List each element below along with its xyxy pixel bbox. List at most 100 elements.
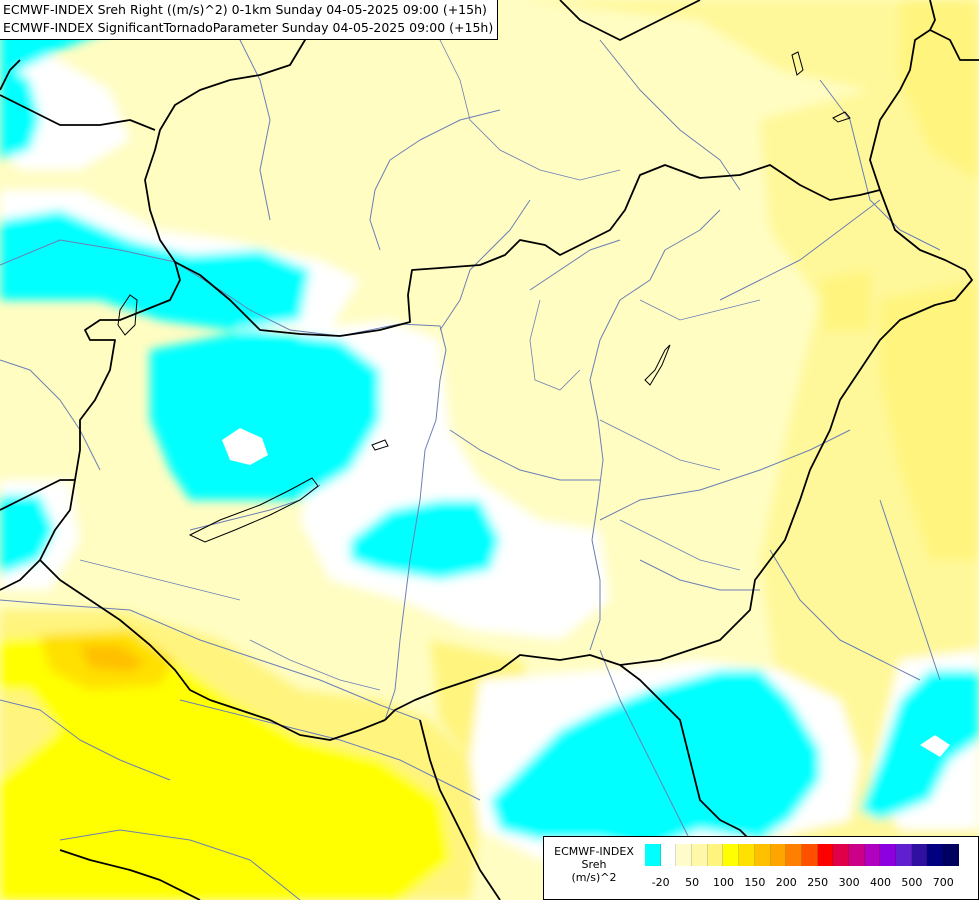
legend-swatch xyxy=(911,844,928,866)
legend-swatch xyxy=(848,844,865,866)
border-croatia-bosnia xyxy=(419,719,501,900)
lake-small-2 xyxy=(832,111,851,123)
field-cyan-east xyxy=(860,670,979,820)
river-hron xyxy=(439,199,531,331)
legend-swatch xyxy=(864,844,881,866)
border-slovenia xyxy=(0,559,41,591)
legend-tick-label: 50 xyxy=(685,876,700,889)
field-east-strong-3 xyxy=(820,270,870,330)
border-poland-slovakia xyxy=(559,0,701,41)
legend-swatch xyxy=(770,844,787,866)
title-line-2: ECMWF-INDEX SignificantTornadoParameter … xyxy=(3,20,494,35)
title-box: ECMWF-INDEX Sreh Right ((m/s)^2) 0-1km S… xyxy=(0,0,499,40)
field-cyan-left xyxy=(0,495,55,575)
title-line-1: ECMWF-INDEX Sreh Right ((m/s)^2) 0-1km S… xyxy=(3,2,487,17)
river-e1 xyxy=(769,549,921,681)
legend-swatch xyxy=(817,844,834,866)
lakes xyxy=(117,51,851,543)
river-somes xyxy=(719,199,881,301)
legend-tick-label: 100 xyxy=(713,876,734,889)
legend-tick-label: 700 xyxy=(932,876,954,889)
color-legend: ECMWF-INDEX Sreh (m/s)^2 -20 50 100 150 200 2… xyxy=(543,836,979,900)
region-6 xyxy=(79,559,241,601)
legend-swatch xyxy=(723,844,740,866)
river-vah xyxy=(369,109,501,251)
legend-tick-label: 300 xyxy=(838,876,860,889)
lake-balaton xyxy=(188,477,319,543)
region-5 xyxy=(619,519,741,571)
legend-swatches xyxy=(645,844,959,866)
legend-tick-label: 200 xyxy=(775,876,797,889)
river-w1 xyxy=(0,359,101,471)
river-c1 xyxy=(449,429,600,481)
river-c2 xyxy=(529,239,621,291)
river-olt xyxy=(879,499,941,681)
border-czech-slovakia xyxy=(144,0,341,263)
border-slovenia-croatia xyxy=(0,479,75,511)
legend-title-line-3: (m/s)^2 xyxy=(571,871,617,884)
lake-small-3 xyxy=(791,51,804,76)
river-e2 xyxy=(639,559,760,591)
field-white-hole xyxy=(222,428,268,465)
border-hungary-croatia xyxy=(39,559,386,741)
region-2 xyxy=(529,299,581,391)
legend-swatch xyxy=(927,844,944,866)
region-4 xyxy=(599,419,721,471)
river-n2 xyxy=(599,39,741,191)
region-7 xyxy=(249,639,381,691)
legend-swatch xyxy=(880,844,896,866)
border-slovakia-hungary xyxy=(174,164,881,337)
field-sw-orange xyxy=(80,645,145,672)
field-sw-yellow-2 xyxy=(0,635,450,900)
legend-swatch xyxy=(645,844,661,866)
legend-swatch xyxy=(801,844,818,866)
field-east-strong-2 xyxy=(900,0,979,180)
border-sw xyxy=(59,849,201,900)
legend-title-line-2: Sreh xyxy=(581,858,607,871)
lake-small-1 xyxy=(371,439,389,451)
legend-swatch xyxy=(739,844,755,866)
legend-swatch xyxy=(896,844,912,866)
legend-swatch xyxy=(660,844,677,866)
field-cyan-mid xyxy=(350,500,500,580)
river-sava xyxy=(179,699,481,801)
legend-title: ECMWF-INDEX Sreh (m/s)^2 xyxy=(548,845,640,884)
field-cyan-nw xyxy=(0,60,40,160)
river-sw2 xyxy=(59,829,301,900)
legend-ticks: -20 50 100 150 200 250 300 400 500 700 xyxy=(645,876,975,890)
lake-neusiedl xyxy=(117,294,138,336)
legend-tick-label: 250 xyxy=(807,876,829,889)
legend-swatch xyxy=(833,844,849,866)
legend-title-line-1: ECMWF-INDEX xyxy=(554,845,634,858)
legend-swatch xyxy=(707,844,724,866)
legend-tick-label: 500 xyxy=(901,876,923,889)
legend-swatch xyxy=(754,844,771,866)
border-romania-hungary xyxy=(619,189,973,666)
river-ne xyxy=(819,79,941,251)
legend-swatch xyxy=(692,844,708,866)
region-borders xyxy=(79,0,761,691)
border-ukraine xyxy=(869,29,979,191)
legend-tick-label: 150 xyxy=(744,876,766,889)
field-cyan-center xyxy=(150,330,380,500)
border-nw xyxy=(0,94,156,131)
border-austria-hungary xyxy=(39,261,181,561)
legend-swatch xyxy=(676,844,693,866)
field-north-yellow xyxy=(520,0,979,90)
legend-swatch xyxy=(786,844,802,866)
legend-swatch xyxy=(943,844,959,866)
river-tisza xyxy=(589,209,721,651)
border-hungary-serbia xyxy=(384,654,621,721)
region-3 xyxy=(639,299,761,321)
region-1 xyxy=(419,0,621,181)
river-mures xyxy=(599,429,851,521)
river-drava xyxy=(0,599,421,721)
legend-tick-label: -20 xyxy=(651,876,670,889)
field-east-strong xyxy=(880,280,979,560)
field-cyan-west xyxy=(0,210,310,330)
border-austria-czech xyxy=(0,59,21,91)
border-ukraine-2 xyxy=(929,0,936,31)
